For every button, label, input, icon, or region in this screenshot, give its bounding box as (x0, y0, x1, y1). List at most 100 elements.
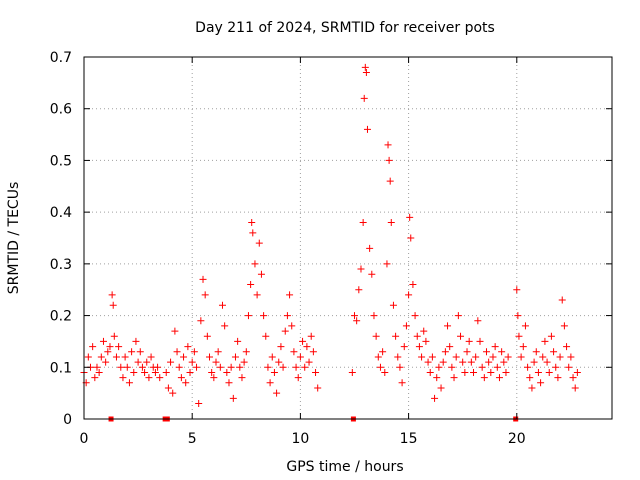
data-point (498, 348, 506, 356)
data-point (405, 291, 413, 299)
data-point (212, 358, 220, 366)
data-point (117, 363, 125, 371)
data-point (402, 322, 410, 330)
y-tick-label: 0.5 (50, 153, 72, 169)
data-point (227, 363, 235, 371)
data-point (294, 374, 302, 382)
data-point (108, 291, 116, 299)
data-point (387, 218, 395, 226)
data-point (305, 358, 313, 366)
data-point (485, 358, 493, 366)
data-point (84, 353, 92, 361)
data-point (314, 384, 322, 392)
data-point (262, 332, 270, 340)
data-point (424, 358, 432, 366)
data-point (184, 343, 192, 351)
data-point (257, 270, 265, 278)
data-point (528, 384, 536, 392)
data-point (236, 363, 244, 371)
data-point (214, 348, 222, 356)
data-point (350, 312, 358, 320)
data-point (248, 218, 256, 226)
data-point (532, 348, 540, 356)
y-tick-label: 0.6 (50, 102, 72, 118)
data-point (141, 368, 149, 376)
data-point (452, 353, 460, 361)
data-point (357, 265, 365, 273)
data-point (472, 353, 480, 361)
data-point (441, 348, 449, 356)
data-point (277, 343, 285, 351)
data-point (431, 394, 439, 402)
data-point (234, 337, 242, 345)
data-point (309, 348, 317, 356)
y-axis-label: SRMTID / TECUs (6, 182, 22, 295)
data-point (381, 368, 389, 376)
data-point (132, 337, 140, 345)
data-point (376, 363, 384, 371)
data-point (368, 270, 376, 278)
data-point (255, 239, 263, 247)
data-point (206, 353, 214, 361)
data-point (225, 379, 233, 387)
data-point (552, 363, 560, 371)
data-point (420, 327, 428, 335)
data-point (151, 368, 159, 376)
data-point (121, 353, 129, 361)
data-point (167, 358, 175, 366)
data-point (186, 368, 194, 376)
data-point (386, 177, 394, 185)
x-tick-label: 10 (291, 431, 309, 447)
data-point (372, 332, 380, 340)
data-point (169, 389, 177, 397)
data-point (534, 368, 542, 376)
data-point (439, 358, 447, 366)
data-point (123, 363, 131, 371)
data-point (203, 332, 211, 340)
data-point (571, 384, 579, 392)
data-point (437, 384, 445, 392)
data-point (384, 141, 392, 149)
data-point (292, 363, 300, 371)
data-point (247, 281, 255, 289)
data-point (279, 363, 287, 371)
data-point (435, 363, 443, 371)
x-tick-label: 0 (80, 431, 89, 447)
data-point (489, 353, 497, 361)
data-point (242, 348, 250, 356)
data-point (543, 358, 551, 366)
data-point (400, 343, 408, 351)
data-point (487, 368, 495, 376)
data-point (110, 332, 118, 340)
data-point (210, 374, 218, 382)
data-point (288, 322, 296, 330)
x-tick-label: 20 (508, 431, 526, 447)
data-point (307, 332, 315, 340)
data-point (463, 348, 471, 356)
data-point (260, 312, 268, 320)
data-point (216, 363, 224, 371)
data-point (470, 368, 478, 376)
data-point (128, 348, 136, 356)
data-point (353, 317, 361, 325)
data-point (361, 63, 369, 71)
data-point (461, 368, 469, 376)
y-tick-label: 0.7 (50, 50, 72, 66)
data-point (273, 389, 281, 397)
data-point (480, 374, 488, 382)
data-point (476, 337, 484, 345)
data-point (444, 322, 452, 330)
data-point (495, 374, 503, 382)
data-point (459, 358, 467, 366)
data-point (422, 337, 430, 345)
y-tick-label: 0.1 (50, 360, 72, 376)
data-point (119, 374, 127, 382)
data-point (180, 353, 188, 361)
data-point (418, 353, 426, 361)
data-point (539, 353, 547, 361)
data-point (517, 353, 525, 361)
data-points (80, 63, 581, 422)
data-point (266, 379, 274, 387)
data-point (478, 363, 486, 371)
